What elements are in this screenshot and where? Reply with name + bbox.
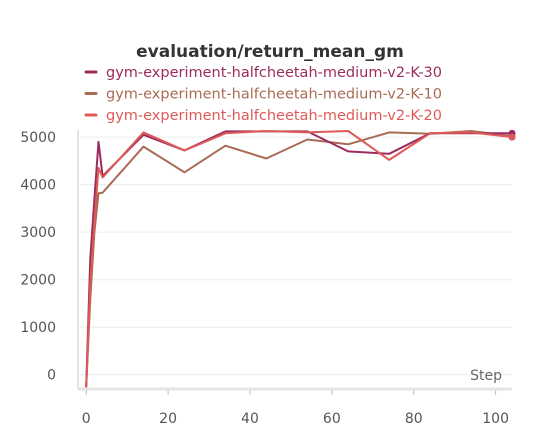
legend-label: gym-experiment-halfcheetah-medium-v2-K-2… bbox=[106, 108, 442, 124]
x-tick-label: 100 bbox=[482, 411, 509, 427]
legend-item[interactable]: gym-experiment-halfcheetah-medium-v2-K-1… bbox=[84, 87, 442, 103]
x-tick-label: 80 bbox=[405, 411, 423, 427]
x-tick-label: 40 bbox=[241, 411, 259, 427]
series-line[interactable] bbox=[85, 130, 513, 388]
x-axis-label: Step bbox=[470, 368, 502, 384]
series-line[interactable] bbox=[85, 130, 513, 388]
y-tick-label: 2000 bbox=[20, 273, 56, 289]
y-tick-label: 1000 bbox=[20, 320, 56, 336]
y-tick-label: 5000 bbox=[20, 130, 56, 146]
y-tick-label: 4000 bbox=[20, 178, 56, 194]
legend-item[interactable]: gym-experiment-halfcheetah-medium-v2-K-3… bbox=[84, 65, 442, 81]
y-tick-label: 0 bbox=[47, 368, 56, 384]
series-end-point[interactable] bbox=[508, 133, 516, 141]
legend-label: gym-experiment-halfcheetah-medium-v2-K-3… bbox=[106, 65, 442, 81]
chart-title: evaluation/return_mean_gm bbox=[136, 42, 404, 62]
series-line[interactable] bbox=[85, 130, 513, 388]
legend-label: gym-experiment-halfcheetah-medium-v2-K-1… bbox=[106, 87, 442, 103]
axes bbox=[77, 130, 512, 391]
x-tick-label: 20 bbox=[159, 411, 177, 427]
x-tick-label: 60 bbox=[323, 411, 341, 427]
x-tick-label: 0 bbox=[82, 411, 91, 427]
grid: 0 1000 2000 3000 4000 5000 0 20 40 60 80 100 bbox=[20, 130, 512, 427]
y-tick-label: 3000 bbox=[20, 225, 56, 241]
legend: gym-experiment-halfcheetah-medium-v2-K-3… bbox=[84, 65, 442, 124]
legend-item[interactable]: gym-experiment-halfcheetah-medium-v2-K-2… bbox=[84, 108, 442, 124]
series-lines bbox=[85, 129, 516, 388]
